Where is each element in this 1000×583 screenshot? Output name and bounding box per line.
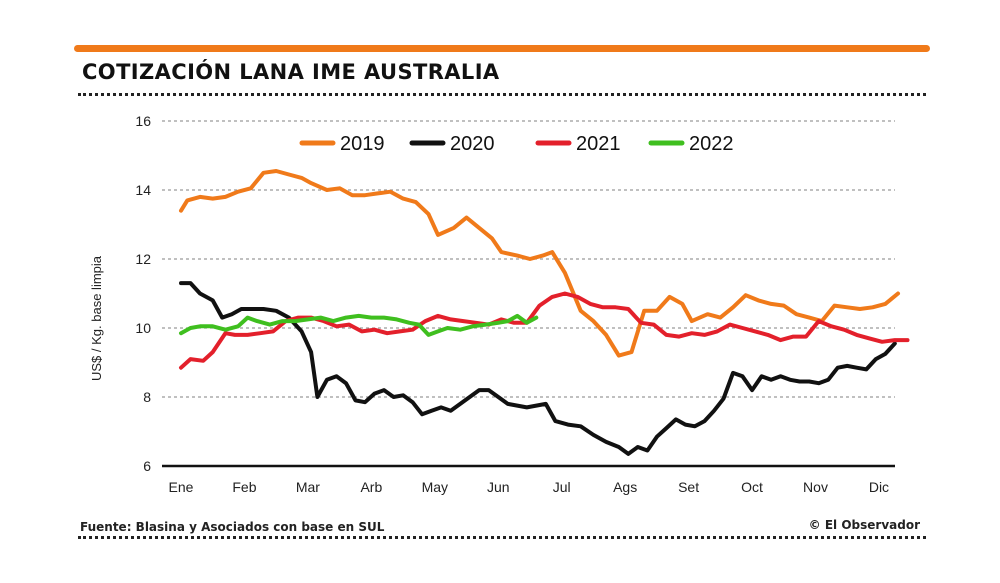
legend-label-2021: 2021 [576, 133, 621, 155]
x-tick-label: Ene [169, 479, 194, 495]
legend-label-2019: 2019 [340, 133, 385, 155]
series-line-2020 [179, 281, 897, 456]
x-tick-label: Mar [296, 479, 320, 495]
y-tick-label: 10 [135, 320, 151, 336]
footer-divider [78, 536, 926, 539]
x-tick-label: Nov [803, 479, 828, 495]
series-line-2022 [179, 313, 539, 337]
source-note: Fuente: Blasina y Asociados con base en … [80, 520, 385, 534]
series-lines [179, 169, 910, 456]
x-axis-ticks: Ene Feb Mar Arb May Jun Jul Ags Set Oct Nov Dic [169, 479, 890, 495]
series-line-2021 [179, 291, 910, 370]
legend-label-2022: 2022 [689, 133, 734, 155]
legend-label-2020: 2020 [450, 133, 495, 155]
y-axis-ticks: 6 8 10 12 14 16 [135, 113, 151, 474]
top-accent-bar [74, 45, 930, 52]
title-divider [78, 93, 926, 96]
x-tick-label: Dic [869, 479, 889, 495]
x-tick-label: Jul [553, 479, 571, 495]
y-tick-label: 6 [143, 458, 151, 474]
x-tick-label: Feb [232, 479, 256, 495]
page-title: COTIZACIÓN LANA IME AUSTRALIA [82, 60, 500, 84]
chart-legend: 2019 2020 2021 2022 [299, 133, 734, 155]
x-tick-label: Jun [487, 479, 510, 495]
credit-note: © El Observador [808, 518, 920, 532]
series-line-2019 [179, 169, 900, 358]
x-tick-label: May [422, 479, 448, 495]
x-tick-label: Arb [360, 479, 382, 495]
x-tick-label: Ags [613, 479, 637, 495]
y-tick-label: 14 [135, 182, 151, 198]
y-tick-label: 16 [135, 113, 151, 129]
x-tick-label: Oct [741, 479, 763, 495]
y-tick-label: 12 [135, 251, 151, 267]
y-axis-label: US$ / Kg. base limpia [89, 255, 104, 381]
x-tick-label: Set [678, 479, 699, 495]
y-tick-label: 8 [143, 389, 151, 405]
